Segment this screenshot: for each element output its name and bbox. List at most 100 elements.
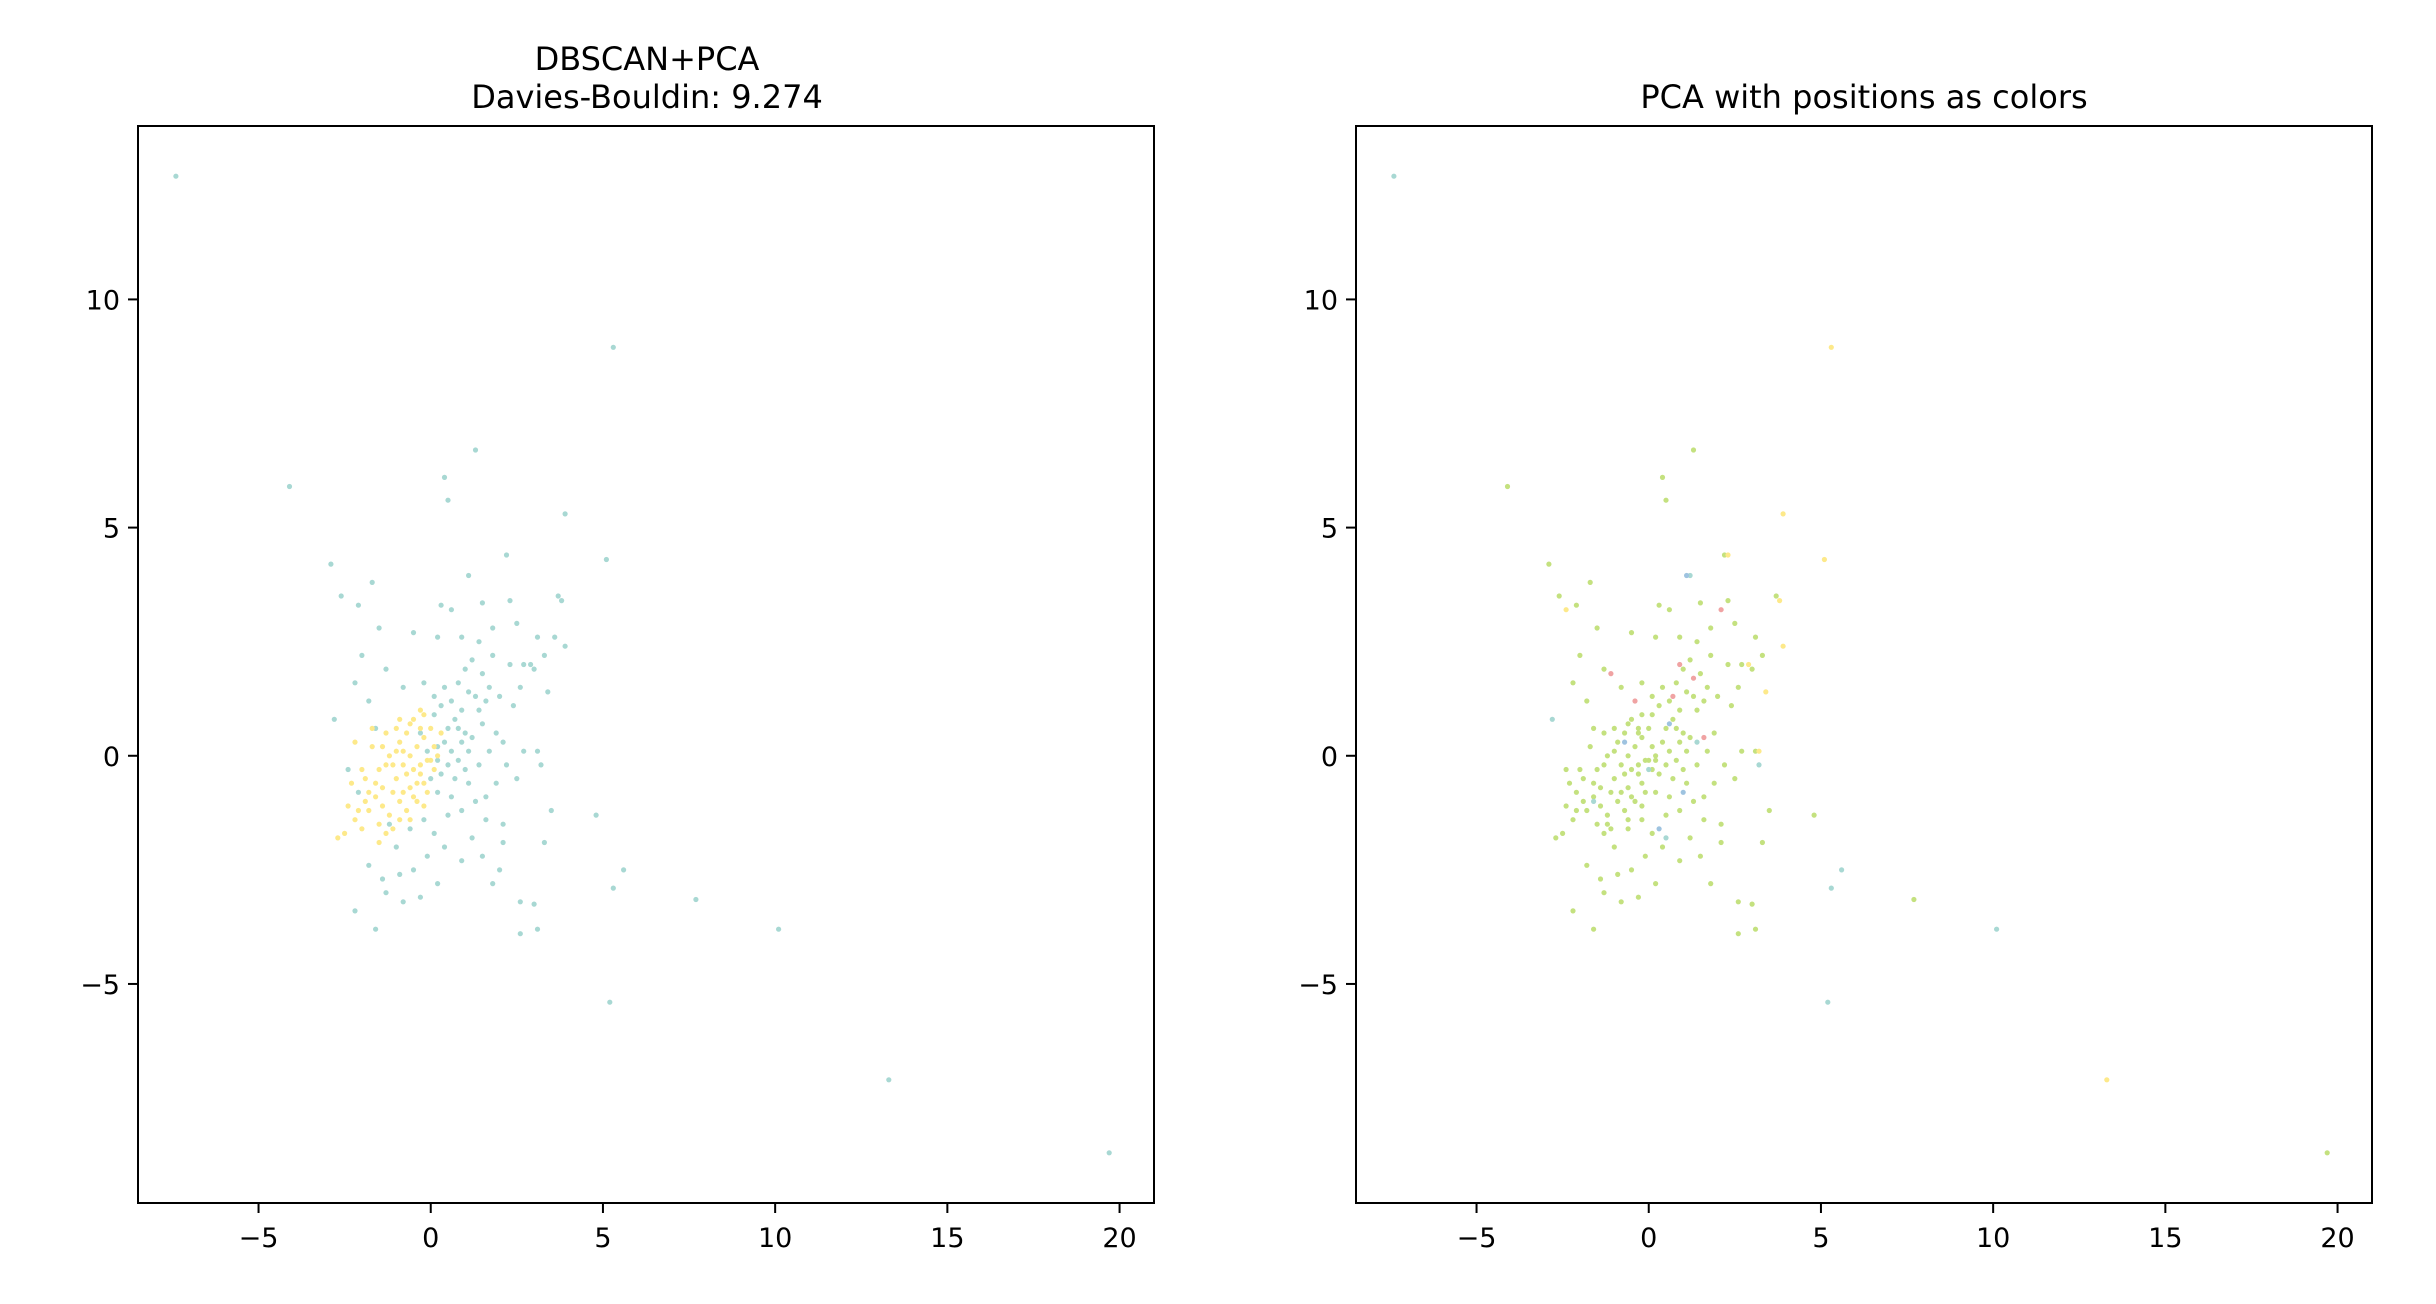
right-point-s0-117 [1611,776,1617,782]
right-point-s0-20 [1752,634,1759,640]
right-point-s0-89 [1601,890,1607,896]
right-point-s0-112 [1635,771,1641,777]
right-point-s0-92 [1570,908,1576,914]
right-point-s0-28 [1680,666,1686,672]
right-point-s0-69 [1649,830,1655,837]
left-point-s0-113 [373,926,379,932]
left-point-s0-64 [486,748,492,754]
left-point-s1-68 [359,826,365,832]
right-point-s2-8 [1756,748,1762,754]
right-point-s0-173 [1677,858,1683,864]
left-point-s0-80 [421,817,427,823]
right-point-s0-150 [1628,766,1635,773]
left-point-s1-1 [352,817,358,823]
left-point-s1-66 [397,817,403,823]
left-x-tick-label: −5 [239,1223,279,1254]
left-point-s1-54 [383,830,389,837]
right-point-s0-130 [1587,744,1593,750]
right-point-s2-3 [1725,552,1731,558]
right-point-s0-71 [1677,807,1683,814]
left-x-tick-label: 0 [422,1223,439,1254]
left-point-s0-70 [383,666,389,672]
left-point-s0-89 [534,748,541,754]
right-x-tick-label: −5 [1457,1223,1497,1254]
left-point-s0-139 [435,881,441,887]
left-point-s1-2 [362,798,368,805]
right-point-s0-119 [1632,744,1638,750]
left-point-s0-50 [441,739,448,745]
right-y-tick-label: 5 [1321,514,1338,545]
left-point-s0-34 [490,652,496,659]
left-point-s0-94 [610,885,616,891]
right-point-s0-137 [1642,789,1648,795]
right-point-s0-84 [1642,853,1648,859]
right-point-s0-146 [1591,794,1597,800]
right-point-s0-99 [2324,1150,2330,1156]
left-point-s0-3 [472,447,479,453]
right-point-s0-75 [1732,776,1738,782]
right-point-s0-98 [1911,896,1917,903]
left-point-s1-50 [410,766,417,773]
right-point-s0-64 [1563,766,1569,773]
left-point-s1-40 [386,753,392,759]
right-chart-title: PCA with positions as colors [1640,78,2087,116]
left-y-tick-label: −5 [80,970,120,1001]
left-point-s1-51 [428,757,434,763]
left-point-s1-63 [379,744,386,750]
right-point-s0-32 [1701,698,1707,704]
left-point-s1-42 [393,725,399,732]
right-point-s0-49 [1670,776,1676,782]
left-point-s0-22 [435,634,441,640]
left-point-s0-74 [331,716,337,722]
left-point-s0-20 [376,625,382,631]
left-x-axis: −5 0 5 10 15 20 [239,1203,1137,1254]
left-point-s0-102 [469,835,475,841]
right-point-s0-10 [1666,607,1672,613]
left-point-s0-140 [490,881,496,887]
right-y-tick-label: 0 [1321,742,1338,773]
right-point-s3-4 [1670,693,1676,700]
left-point-s0-101 [500,839,506,846]
left-point-s0-27 [552,634,558,640]
right-point-s0-143 [1625,721,1631,727]
left-point-s0-131 [493,780,499,786]
left-point-s0-25 [514,620,520,627]
left-point-s1-12 [417,771,423,777]
right-point-s0-157 [1680,730,1686,736]
left-point-s0-45 [452,716,458,722]
right-point-s0-131 [1577,766,1583,773]
right-point-s4-3 [1656,826,1662,832]
right-point-s1-0 [1391,173,1397,179]
left-point-s1-33 [366,807,372,814]
left-point-s1-15 [386,812,392,818]
left-point-s1-35 [404,807,410,814]
right-point-s3-6 [1632,698,1638,704]
right-point-s0-9 [1656,602,1662,608]
left-point-s0-117 [534,926,541,932]
left-point-s0-69 [400,684,406,690]
left-point-s0-129 [497,693,503,700]
right-point-s0-58 [1618,684,1624,690]
right-point-s0-155 [1563,803,1569,809]
right-point-s0-152 [1639,803,1645,809]
right-point-s0-45 [1673,757,1679,763]
right-point-s0-104 [1601,762,1607,768]
left-point-s0-98 [886,1077,892,1083]
right-point-s0-53 [1684,780,1690,786]
left-point-s0-118 [497,867,503,873]
right-point-s0-72 [1690,798,1697,805]
left-point-s1-26 [431,766,437,773]
right-point-s2-7 [1763,689,1769,695]
right-point-s0-7 [1573,602,1579,608]
left-point-s1-41 [376,766,382,773]
right-point-s1-10 [1591,798,1597,805]
left-y-tick-label: 0 [103,742,120,773]
right-point-s0-100 [1560,830,1566,837]
right-point-s0-78 [1766,807,1772,814]
right-point-s0-147 [1573,807,1579,814]
left-point-s1-59 [438,730,444,736]
left-plot-points [173,173,1112,1156]
right-point-s1-9 [1646,766,1652,773]
right-point-s0-52 [1666,794,1672,800]
right-point-s1-3 [1828,885,1834,891]
